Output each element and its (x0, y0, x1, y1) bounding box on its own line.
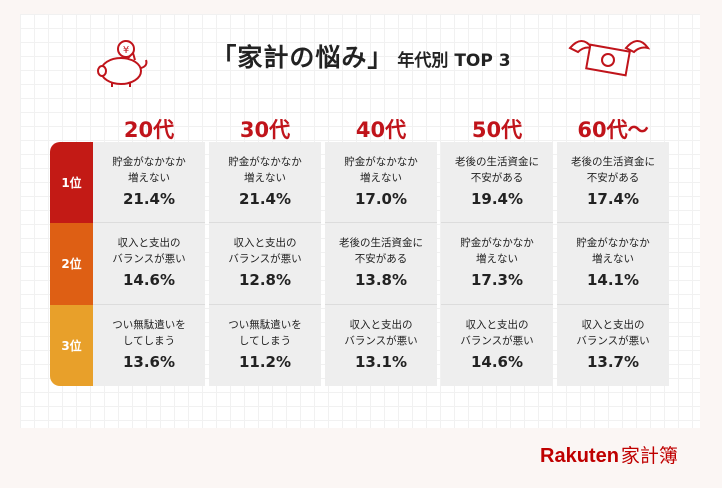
age-header-50: 50代 (471, 118, 523, 142)
age-header-20: 20代 (123, 118, 175, 142)
cell-value: 13.8% (354, 271, 408, 290)
cell-30s-rank1: 貯金がなかなか 増えない 21.4% (209, 142, 321, 224)
cell-40s-rank1: 貯金がなかなか 増えない 17.0% (325, 142, 437, 224)
cell-value: 11.2% (238, 352, 292, 371)
cell-label: 収入と支出の バランスが悪い (344, 318, 418, 347)
cell-40s-rank3: 収入と支出の バランスが悪い 13.1% (325, 305, 437, 386)
cell-label: 貯金がなかなか 増えない (228, 156, 302, 184)
cell-20s-rank2: 収入と支出の バランスが悪い 14.6% (93, 223, 205, 305)
cell-label: 老後の生活資金に 不安がある (339, 237, 423, 266)
column-50s: 老後の生活資金に 不安がある 19.4% 貯金がなかなか 増えない 17.3% … (441, 142, 553, 386)
flying-money-icon (568, 40, 650, 77)
cell-label: 貯金がなかなか 増えない (112, 156, 186, 184)
column-20s: 貯金がなかなか 増えない 21.4% 収入と支出の バランスが悪い 14.6% … (93, 142, 205, 386)
cell-label: つい無駄遣いを してしまう (112, 318, 186, 347)
rank-column: 1位 2位 3位 (50, 142, 93, 386)
age-header-30: 30代 (239, 118, 291, 142)
cell-20s-rank3: つい無駄遣いを してしまう 13.6% (93, 305, 205, 386)
cell-value: 14.6% (470, 352, 524, 371)
age-header-60: 60代〜 (577, 118, 649, 142)
logo-product: 家計簿 (620, 446, 678, 467)
cell-60s-rank2: 貯金がなかなか 増えない 14.1% (557, 223, 669, 305)
title-sub: 年代別 TOP 3 (397, 51, 511, 71)
age-header-40: 40代 (355, 118, 407, 142)
cell-label: 収入と支出の バランスが悪い (228, 237, 302, 266)
cell-50s-rank3: 収入と支出の バランスが悪い 14.6% (441, 305, 553, 386)
rakuten-kakeibo-logo: Rakuten 家計簿 (540, 441, 678, 468)
cell-label: 老後の生活資金に 不安がある (455, 156, 539, 184)
cell-label: 貯金がなかなか 増えない (344, 156, 418, 184)
rank-1: 1位 (50, 142, 93, 224)
cell-value: 14.6% (122, 271, 176, 290)
cell-value: 21.4% (238, 190, 292, 208)
cell-value: 19.4% (470, 190, 524, 208)
column-40s: 貯金がなかなか 増えない 17.0% 老後の生活資金に 不安がある 13.8% … (325, 142, 437, 386)
cell-value: 17.3% (470, 271, 524, 290)
cell-value: 13.7% (586, 352, 640, 371)
cell-value: 17.4% (586, 190, 640, 208)
title-main: 「家計の悩み」 (211, 43, 394, 72)
cell-label: 収入と支出の バランスが悪い (576, 318, 650, 347)
page-title: 「家計の悩み」 年代別 TOP 3 (0, 38, 722, 74)
cell-label: 収入と支出の バランスが悪い (112, 237, 186, 266)
cell-value: 21.4% (122, 190, 176, 208)
cell-value: 12.8% (238, 271, 292, 290)
cell-label: 貯金がなかなか 増えない (576, 237, 650, 266)
cell-60s-rank3: 収入と支出の バランスが悪い 13.7% (557, 305, 669, 386)
cell-value: 13.6% (122, 352, 176, 371)
cell-60s-rank1: 老後の生活資金に 不安がある 17.4% (557, 142, 669, 224)
cell-value: 14.1% (586, 271, 640, 290)
column-60s: 老後の生活資金に 不安がある 17.4% 貯金がなかなか 増えない 14.1% … (557, 142, 669, 386)
piggy-bank-icon: ¥ (97, 40, 148, 87)
cell-50s-rank1: 老後の生活資金に 不安がある 19.4% (441, 142, 553, 224)
cell-20s-rank1: 貯金がなかなか 増えない 21.4% (93, 142, 205, 224)
rank-3: 3位 (50, 304, 93, 386)
cell-label: 貯金がなかなか 増えない (460, 237, 534, 266)
column-30s: 貯金がなかなか 増えない 21.4% 収入と支出の バランスが悪い 12.8% … (209, 142, 321, 386)
cell-value: 17.0% (354, 190, 408, 208)
cell-50s-rank2: 貯金がなかなか 増えない 17.3% (441, 223, 553, 305)
cell-label: 老後の生活資金に 不安がある (571, 156, 655, 184)
svg-text:¥: ¥ (123, 45, 129, 56)
rank-2: 2位 (50, 223, 93, 305)
cell-value: 13.1% (354, 352, 408, 371)
cell-label: 収入と支出の バランスが悪い (460, 318, 534, 347)
cell-30s-rank3: つい無駄遣いを してしまう 11.2% (209, 305, 321, 386)
logo-brand: Rakuten (540, 445, 619, 467)
cell-label: つい無駄遣いを してしまう (228, 318, 302, 347)
cell-40s-rank2: 老後の生活資金に 不安がある 13.8% (325, 223, 437, 305)
cell-30s-rank2: 収入と支出の バランスが悪い 12.8% (209, 223, 321, 305)
